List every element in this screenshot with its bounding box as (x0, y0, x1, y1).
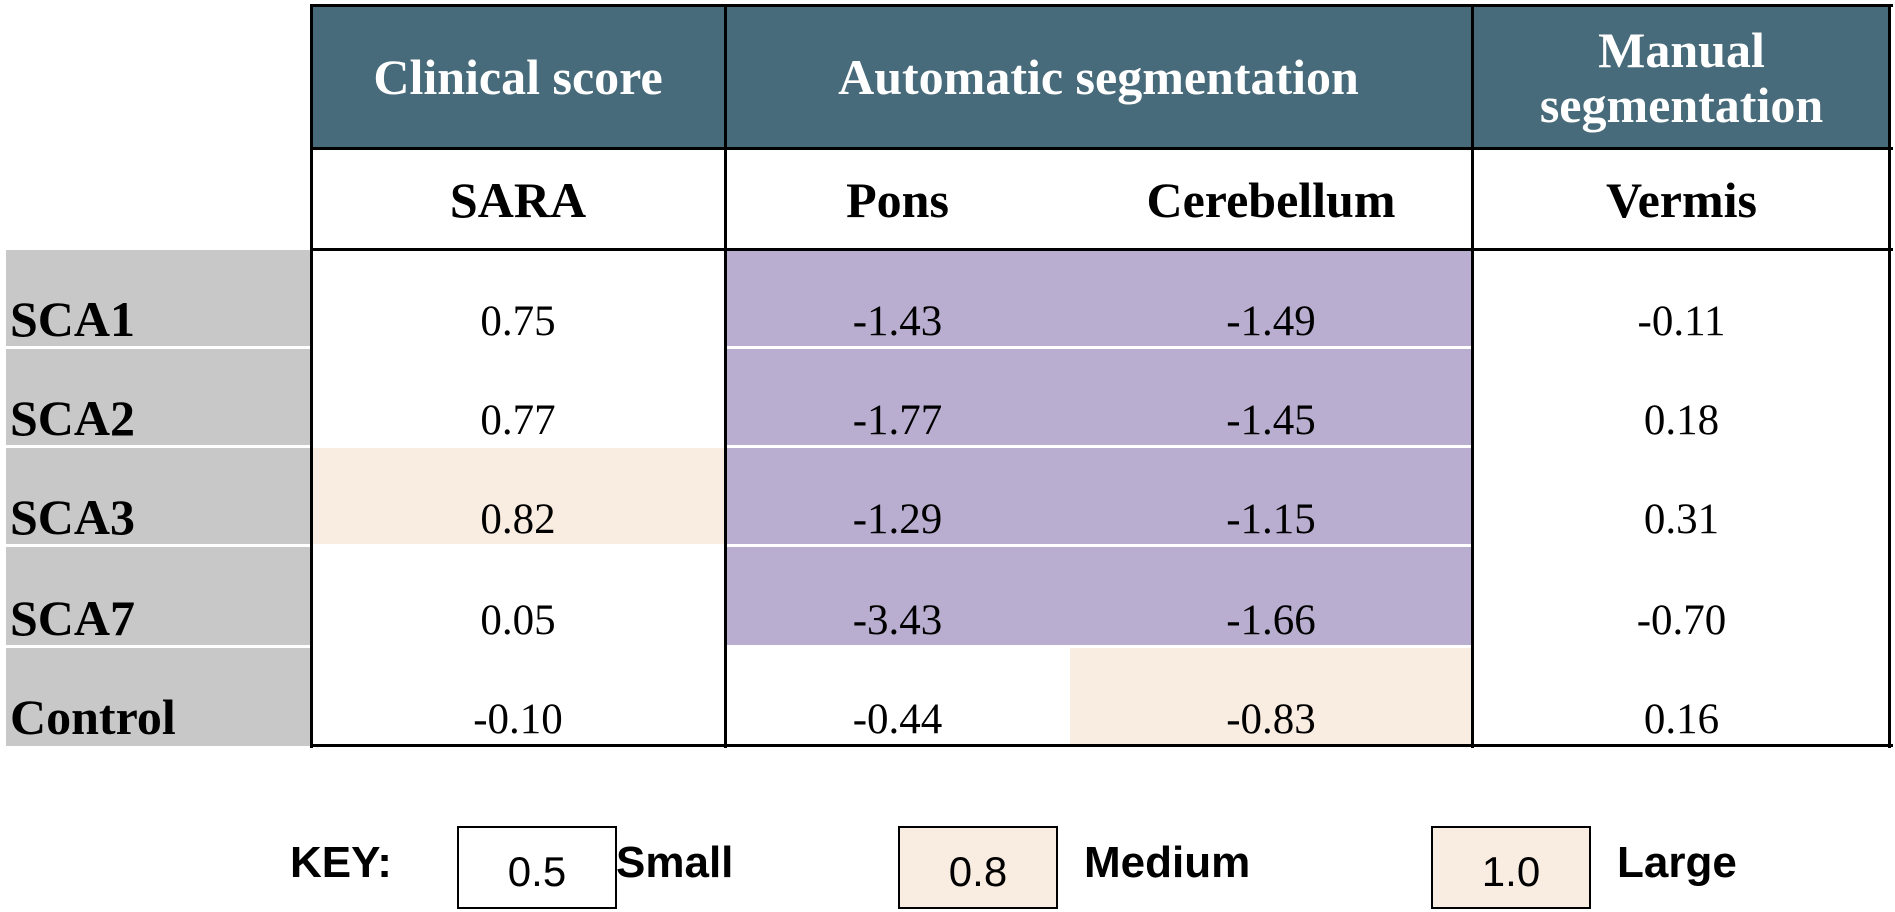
rule (724, 4, 727, 748)
rule (311, 744, 1893, 747)
table-cell: -1.15 (1070, 447, 1472, 546)
rule (1471, 4, 1474, 748)
table-cell: -1.66 (1070, 546, 1472, 647)
table-cell: 0.77 (480, 397, 556, 444)
key-text: Small (616, 838, 734, 887)
key-swatch: 0.8 (898, 826, 1058, 909)
table-cell: -1.45 (1070, 348, 1472, 447)
group-header: Manual segmentation (1472, 6, 1891, 149)
table-cell: 0.75 (480, 298, 556, 345)
table-cell: 0.18 (1643, 397, 1720, 444)
column-header: Pons (846, 171, 949, 228)
table-cell: -0.11 (1637, 298, 1726, 345)
table-cell: 0.16 (1643, 696, 1720, 743)
row-separator (6, 346, 1891, 349)
key-text: Large (1617, 838, 1737, 887)
table-cell: 0.31 (1643, 496, 1720, 543)
row-label: SCA3 (6, 447, 311, 546)
rule (311, 147, 1893, 150)
table-cell: -0.70 (1636, 597, 1727, 644)
rule (311, 248, 1893, 251)
rule (1888, 4, 1891, 748)
row-label: SCA2 (6, 348, 311, 447)
table-cell: -0.10 (473, 696, 563, 743)
table-cell: -0.44 (852, 696, 943, 743)
table-cell: -1.49 (1070, 250, 1472, 348)
group-header: Automatic segmentation (725, 6, 1472, 149)
column-header: Cerebellum (1146, 171, 1396, 228)
table-cell: -0.83 (1070, 647, 1472, 746)
rule (310, 4, 313, 748)
table-cell: 0.05 (480, 597, 556, 644)
table-cell: -1.29 (725, 447, 1070, 546)
row-label: SCA1 (6, 250, 311, 348)
row-separator (6, 544, 1891, 547)
column-header: Vermis (1606, 171, 1757, 228)
key-text: Medium (1084, 838, 1251, 887)
key-swatch: 1.0 (1431, 826, 1591, 909)
table-cell: -1.43 (725, 250, 1070, 348)
row-separator (6, 445, 1891, 448)
column-header: SARA (449, 171, 587, 228)
table-cell: -1.77 (725, 348, 1070, 447)
group-header: Clinical score (311, 6, 725, 149)
row-label: Control (6, 647, 311, 746)
row-label: SCA7 (6, 546, 311, 647)
table-cell: -3.43 (725, 546, 1070, 647)
rule (311, 4, 1893, 7)
key-swatch: 0.5 (457, 826, 617, 909)
row-separator (6, 645, 1891, 648)
table-cell: 0.82 (311, 447, 725, 546)
key-label: KEY: (290, 838, 392, 887)
